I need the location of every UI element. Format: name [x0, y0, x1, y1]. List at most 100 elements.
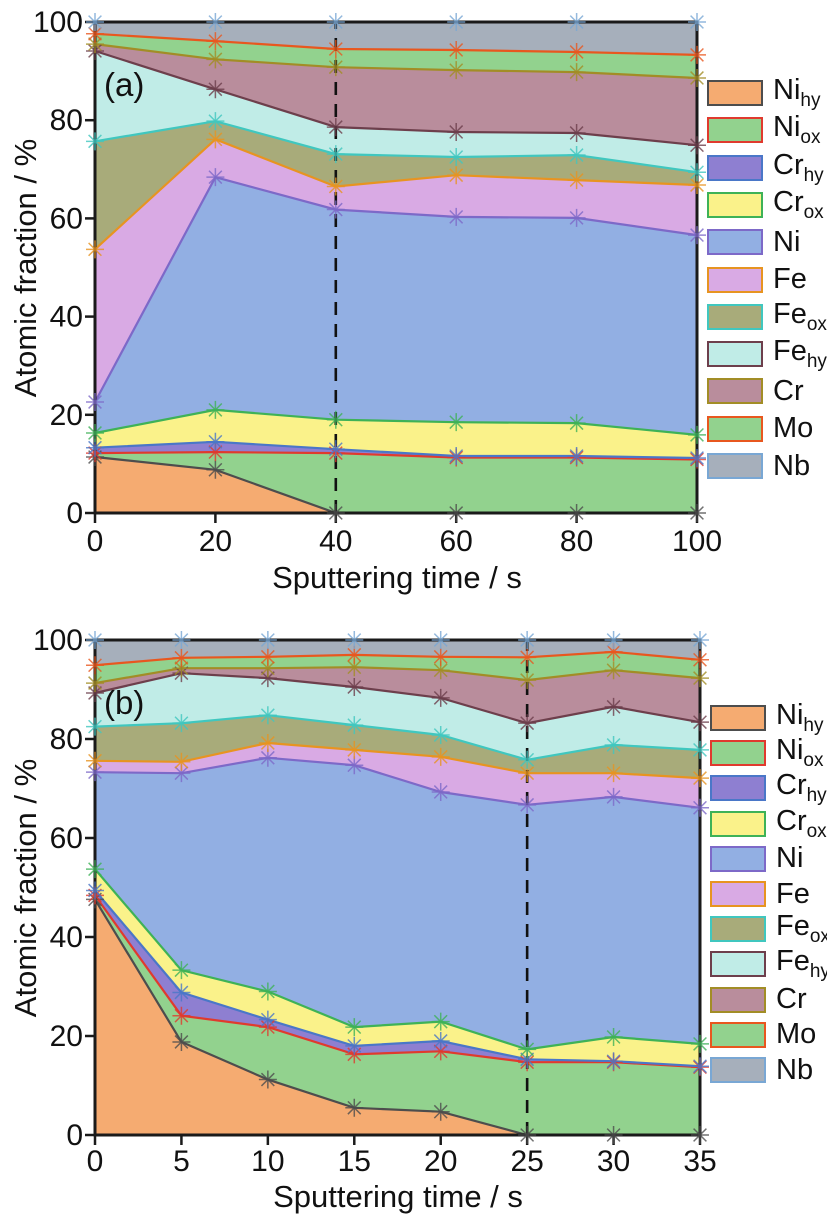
x-tick-label: 60: [440, 525, 473, 558]
area-Cr_hy: [95, 441, 697, 460]
area-Cr: [95, 44, 697, 146]
marker-Mo: [431, 647, 450, 666]
legend-item-Ni_hy: Nihy: [710, 699, 824, 736]
marker-Fe_ox: [86, 132, 104, 151]
legend-swatch-Ni_hy: [710, 705, 766, 731]
marker-Fe_hy: [258, 669, 277, 688]
marker-Cr_hy: [567, 447, 586, 466]
marker-Nb: [567, 13, 586, 31]
area-Nb: [95, 22, 697, 55]
x-tick-label: 0: [87, 1145, 104, 1178]
marker-Ni_hy: [691, 1126, 709, 1144]
legend-swatch-Cr: [710, 986, 766, 1013]
marker-Cr_ox: [86, 860, 104, 879]
marker-Ni_hy: [172, 1032, 191, 1051]
area-Cr_ox: [95, 409, 697, 459]
boundary-line-Ni_ox: [94, 450, 698, 461]
marker-Ni_hy: [345, 1098, 364, 1117]
legend-swatch-Nb: [707, 453, 763, 479]
boundary-line-Ni_ox: [94, 894, 701, 1069]
legend-label-Nb: Nb: [773, 449, 811, 482]
marker-Cr_ox: [518, 1040, 537, 1059]
marker-Cr_ox: [258, 982, 277, 1001]
marker-Nb: [172, 631, 191, 649]
boundary-line-Cr_ox: [94, 868, 701, 1051]
marker-Cr_ox: [172, 961, 191, 980]
marker-Fe: [567, 171, 586, 190]
marker-Ni_hy: [206, 460, 225, 479]
boundary-line-Cr_hy: [94, 889, 701, 1068]
marker-Fe: [86, 751, 104, 770]
marker-Fe_ox: [691, 740, 709, 759]
area-Cr: [95, 667, 700, 724]
legend-label-Fe_hy: Fehy: [773, 335, 827, 373]
marker-Ni: [206, 168, 225, 187]
marker-Cr_hy: [86, 881, 104, 900]
y-axis-title-b: Atomic fraction / %: [8, 758, 43, 1018]
marker-Ni: [688, 226, 706, 245]
marker-Ni: [691, 798, 709, 817]
marker-Fe_hy: [206, 80, 225, 99]
marker-Cr: [258, 659, 277, 678]
marker-Ni_hy: [567, 504, 586, 522]
legend-label-Cr_ox: Crox: [776, 804, 827, 842]
marker-Nb: [691, 631, 709, 649]
legend-label-Ni_hy: Nihy: [776, 699, 824, 736]
marker-Fe: [258, 733, 277, 752]
marker-Ni_hy: [258, 1070, 277, 1089]
panel-label-a: (a): [104, 66, 145, 103]
x-tick-label: 100: [672, 525, 722, 558]
marker-Cr_hy: [206, 432, 225, 451]
marker-Nb: [518, 631, 537, 649]
boundary-line-Cr: [94, 666, 701, 685]
marker-Ni: [431, 782, 450, 801]
marker-Cr_hy: [326, 440, 345, 459]
legend-swatch-Ni_ox: [707, 117, 763, 144]
marker-Cr_hy: [518, 1050, 537, 1069]
marker-Mo: [86, 656, 104, 675]
legend-item-Mo: Mo: [710, 1020, 816, 1049]
area-Fe_hy: [95, 50, 697, 173]
marker-Fe_hy: [431, 688, 450, 707]
marker-Mo: [172, 648, 191, 667]
y-tick-label: 60: [50, 202, 83, 235]
marker-Fe_ox: [431, 726, 450, 745]
legend-swatch-Nb: [710, 1057, 766, 1083]
area-Ni_ox: [95, 895, 700, 1135]
marker-Ni: [172, 764, 191, 783]
x-axis-title-b: Sputtering time / s: [273, 1179, 523, 1214]
marker-Cr: [518, 671, 537, 690]
marker-Fe_hy: [326, 118, 345, 137]
marker-Fe_hy: [447, 122, 466, 141]
marker-Fe_hy: [688, 136, 706, 155]
marker-Mo: [518, 648, 537, 667]
legend-label-Mo: Mo: [773, 412, 814, 445]
marker-Ni: [518, 795, 537, 814]
area-Fe_ox: [95, 121, 697, 250]
y-tick-label: 80: [50, 104, 83, 137]
plot-frame: [93, 20, 699, 515]
boundary-line-Mo: [94, 650, 701, 667]
marker-Ni: [604, 787, 623, 806]
marker-Mo: [567, 42, 586, 61]
legend-swatch-Fe_ox: [710, 916, 766, 943]
x-tick-label: 10: [251, 1145, 284, 1178]
y-tick-label: 40: [50, 301, 83, 334]
marker-Mo: [604, 642, 623, 661]
y-tick-label: 100: [33, 6, 83, 39]
legend-item-Cr_ox: Crox: [710, 804, 827, 842]
legend-swatch-Fe_ox: [707, 303, 763, 330]
marker-Ni_hy: [326, 504, 345, 522]
marker-Cr_ox: [691, 1034, 709, 1053]
marker-Cr_ox: [206, 400, 225, 419]
boundary-line-Cr_hy: [94, 440, 698, 460]
legend-item-Cr: Cr: [710, 985, 807, 1014]
legend-item-Ni: Ni: [710, 844, 803, 873]
marker-Fe: [172, 752, 191, 771]
marker-Mo: [86, 24, 104, 43]
marker-Mo: [258, 647, 277, 666]
legend-swatch-Cr_hy: [710, 775, 766, 802]
marker-Nb: [326, 13, 345, 31]
